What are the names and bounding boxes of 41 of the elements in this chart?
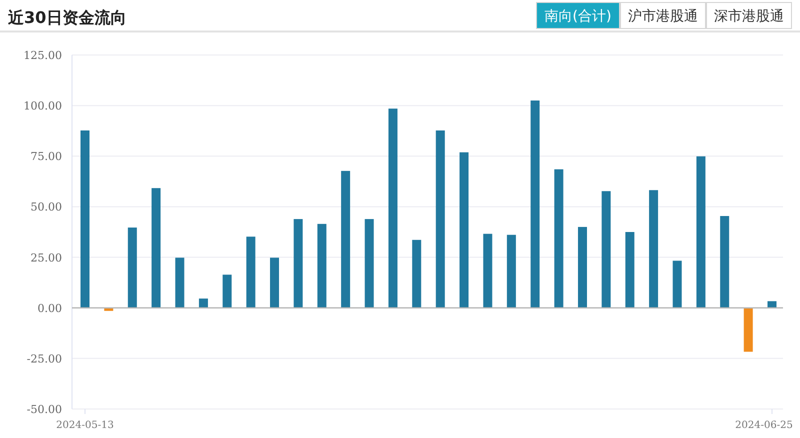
y-tick-label: 0.00 [38,302,62,315]
bar [222,274,232,308]
bar [649,190,658,308]
bar [175,258,184,308]
bar [198,298,208,308]
bar [436,130,445,308]
y-tick-label: 125.00 [24,49,62,62]
bar [744,308,753,352]
bar [625,232,634,308]
bar [270,258,280,308]
bar [460,152,469,308]
bar [294,219,303,308]
y-tick-label: -25.00 [26,352,62,366]
tab-buttons: 南向(合计) 沪市港股通 深市港股通 [536,2,792,29]
y-tick-label: 50.00 [30,200,62,214]
bar [483,234,492,308]
bar [364,219,374,308]
bar [152,188,161,308]
bar [246,236,256,308]
bar [672,260,682,308]
x-tick-label: 2024-05-13 [56,420,114,431]
y-tick-label: 25.00 [30,251,62,264]
bar [506,234,516,308]
bar [554,169,564,308]
x-tick-label: 2024-06-25 [735,420,793,431]
bar [388,108,398,308]
bar [696,156,706,308]
y-tick-label: 75.00 [30,150,62,164]
bar [317,224,326,308]
y-tick-label: 100.00 [24,100,62,113]
bar [412,240,422,308]
bar [128,228,137,308]
bar [80,130,90,308]
chart-title: 近30日资金流向 [7,8,126,27]
bar [602,191,611,308]
bar [341,170,350,308]
bar [720,216,730,308]
bar [768,301,776,308]
bar [578,226,587,308]
y-tick-label: -50.00 [26,403,62,416]
bar [530,100,540,308]
